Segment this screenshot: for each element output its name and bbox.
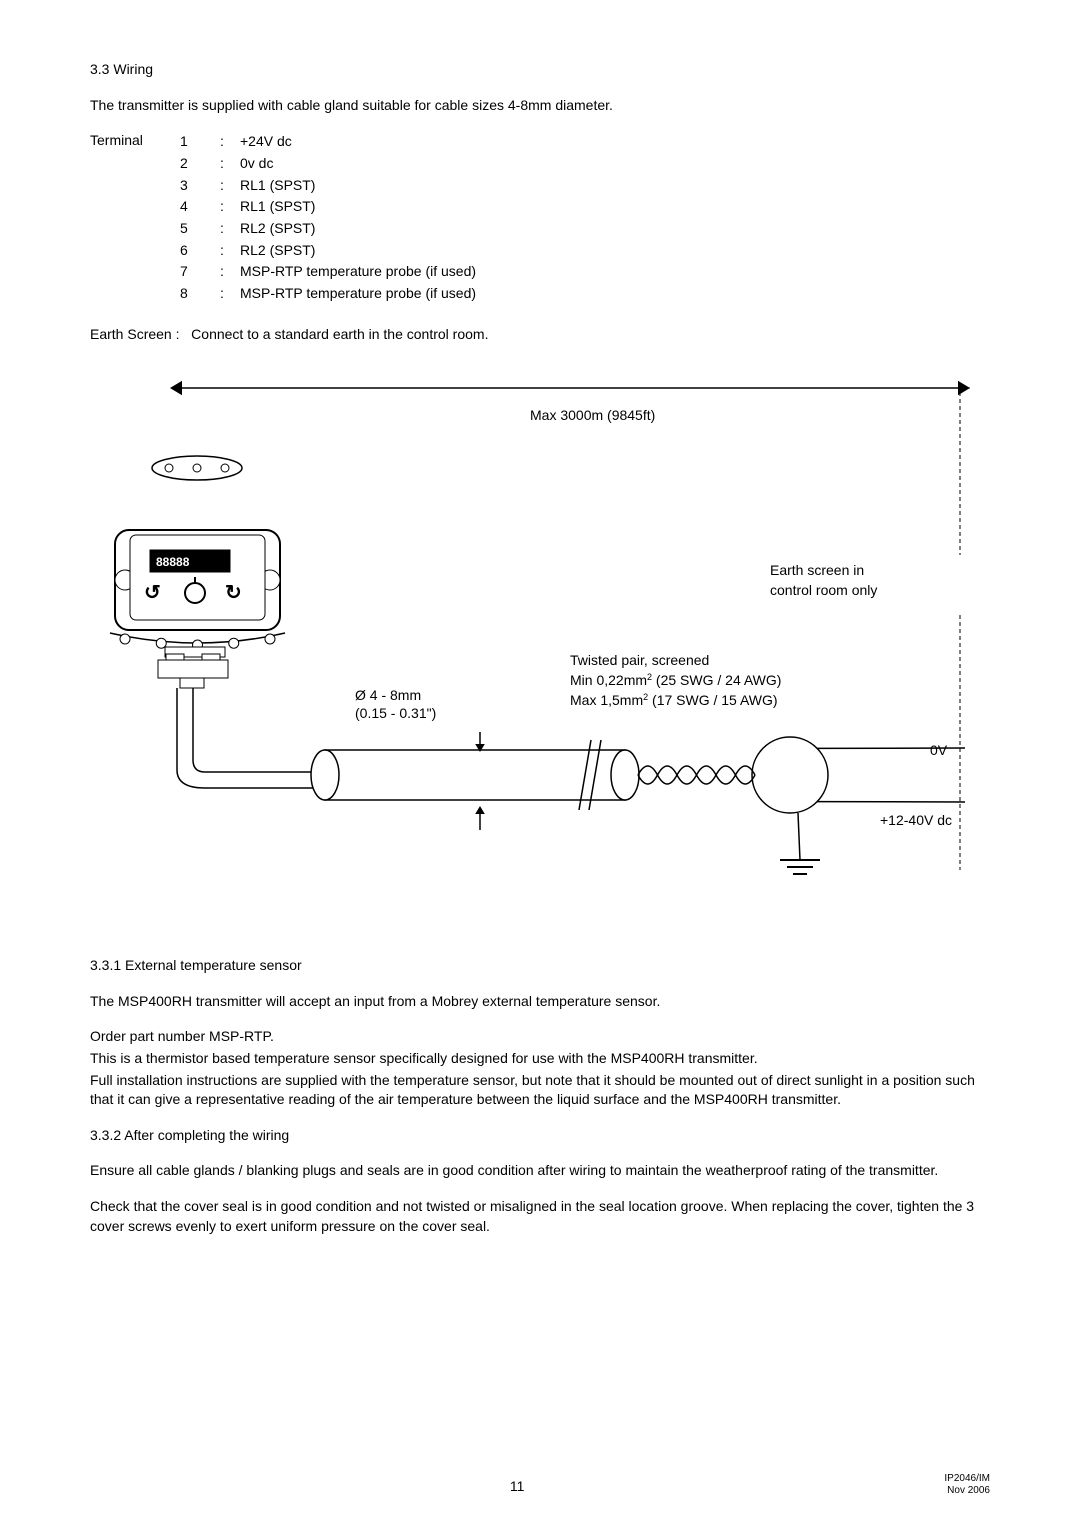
terminal-desc: MSP-RTP temperature probe (if used)	[240, 283, 990, 305]
terminal-desc: RL1 (SPST)	[240, 175, 990, 197]
terminal-table: Terminal 12345678 :::::::: +24V dc 0v dc…	[90, 131, 990, 305]
terminal-num: 7	[180, 261, 220, 283]
terminal-num: 2	[180, 153, 220, 175]
terminal-num: 6	[180, 240, 220, 262]
wiring-intro: The transmitter is supplied with cable g…	[90, 96, 990, 116]
svg-text:+12-40V dc: +12-40V dc	[880, 812, 952, 828]
ext-sensor-p1: The MSP400RH transmitter will accept an …	[90, 992, 990, 1012]
wiring-diagram: Max 3000m (9845ft) 88888 ↺ ↻ Earth screen in…	[90, 360, 990, 930]
terminal-num: 3	[180, 175, 220, 197]
svg-text:88888: 88888	[156, 555, 190, 569]
svg-text:(0.15 - 0.31"): (0.15 - 0.31")	[355, 705, 436, 721]
svg-text:↻: ↻	[225, 582, 242, 604]
terminal-desc: RL2 (SPST)	[240, 218, 990, 240]
ext-sensor-p2: Order part number MSP-RTP.	[90, 1027, 990, 1047]
terminal-colon: :	[220, 196, 240, 218]
svg-text:Max 1,5mm2 (17 SWG / 15 AWG): Max 1,5mm2 (17 SWG / 15 AWG)	[570, 692, 778, 708]
terminal-desc: RL1 (SPST)	[240, 196, 990, 218]
earth-screen-label: Earth Screen :	[90, 326, 180, 342]
terminal-colon: :	[220, 218, 240, 240]
terminal-desc: MSP-RTP temperature probe (if used)	[240, 261, 990, 283]
after-wiring-p1: Ensure all cable glands / blanking plugs…	[90, 1161, 990, 1181]
page-footer: 11 IP2046/IM Nov 2006	[90, 1473, 990, 1497]
svg-text:Max 3000m (9845ft): Max 3000m (9845ft)	[530, 407, 655, 423]
terminal-label: Terminal	[90, 131, 180, 305]
terminal-colon: :	[220, 283, 240, 305]
terminal-num: 4	[180, 196, 220, 218]
wiring-title: 3.3 Wiring	[90, 60, 990, 80]
terminal-colon: :	[220, 261, 240, 283]
terminal-colon: :	[220, 153, 240, 175]
terminal-num: 5	[180, 218, 220, 240]
terminal-colon: :	[220, 240, 240, 262]
svg-text:Earth screen in: Earth screen in	[770, 562, 864, 578]
svg-text:Twisted pair, screened: Twisted pair, screened	[570, 652, 709, 668]
svg-text:Ø 4 - 8mm: Ø 4 - 8mm	[355, 687, 421, 703]
svg-text:Min 0,22mm2 (25 SWG / 24 AWG): Min 0,22mm2 (25 SWG / 24 AWG)	[570, 672, 781, 688]
terminal-num: 8	[180, 283, 220, 305]
after-wiring-p2: Check that the cover seal is in good con…	[90, 1197, 990, 1236]
terminal-desc: +24V dc	[240, 131, 990, 153]
earth-screen-line: Earth Screen : Connect to a standard ear…	[90, 325, 990, 345]
terminal-colon: :	[220, 175, 240, 197]
terminal-desc: RL2 (SPST)	[240, 240, 990, 262]
earth-screen-text: Connect to a standard earth in the contr…	[191, 326, 488, 342]
ext-sensor-p3: This is a thermistor based temperature s…	[90, 1049, 990, 1069]
svg-text:control room only: control room only	[770, 582, 877, 598]
terminal-desc: 0v dc	[240, 153, 990, 175]
ext-sensor-title: 3.3.1 External temperature sensor	[90, 956, 990, 976]
page-number: 11	[510, 1477, 525, 1497]
doc-date: Nov 2006	[944, 1485, 990, 1497]
terminal-colon: :	[220, 131, 240, 153]
after-wiring-title: 3.3.2 After completing the wiring	[90, 1126, 990, 1146]
svg-text:0V: 0V	[930, 742, 948, 758]
svg-text:↺: ↺	[144, 582, 161, 604]
terminal-num: 1	[180, 131, 220, 153]
ext-sensor-p4: Full installation instructions are suppl…	[90, 1071, 990, 1110]
doc-id: IP2046/IM	[944, 1473, 990, 1485]
